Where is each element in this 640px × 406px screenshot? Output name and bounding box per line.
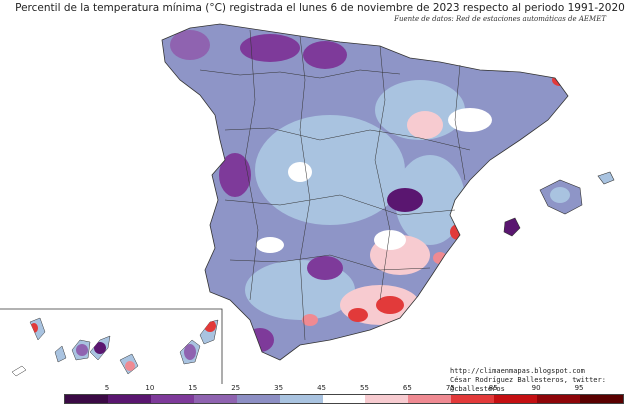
- purple-zone-andalusia: [307, 256, 343, 280]
- legend-swatch: [494, 395, 538, 403]
- legend-swatch: [193, 395, 237, 403]
- canary-islands: [11, 317, 219, 377]
- data-source-note: Fuente de datos: Red de estaciones autom…: [394, 15, 606, 23]
- legend-tick-label: 25: [231, 384, 241, 392]
- legend-tick-label: 75: [445, 384, 455, 392]
- light-blue-zone-centre: [255, 115, 405, 225]
- legend-swatch: [322, 395, 366, 403]
- purple-zone-cantabria: [240, 34, 300, 62]
- red-zone-almeria: [376, 296, 404, 314]
- region-boundaries: [161, 23, 569, 361]
- credit-url: http://climaenmapas.blogspot.com: [450, 367, 585, 375]
- legend-tick-label: 65: [402, 384, 412, 392]
- legend-tick-label: 15: [188, 384, 198, 392]
- credit-block: http://climaenmapas.blogspot.com César R…: [450, 367, 640, 394]
- purple-zone-galicia: [170, 30, 210, 60]
- legend-color-bar: [64, 394, 624, 404]
- ibiza-island: [503, 217, 521, 237]
- mallorca-light-zone: [550, 187, 570, 203]
- legend-swatch: [279, 395, 323, 403]
- legend-swatch: [150, 395, 194, 403]
- legend-tick-label: 85: [488, 384, 498, 392]
- legend-swatch: [236, 395, 280, 403]
- red-zone-granada: [348, 308, 368, 322]
- legend-swatch: [408, 395, 452, 403]
- legend-tick-label: 45: [317, 384, 326, 392]
- purple-zone-southwest: [246, 328, 274, 352]
- pink-zone-ebro: [407, 111, 443, 139]
- legend-tick-label: 35: [274, 384, 284, 392]
- purple-zone-west: [219, 153, 251, 197]
- menorca-island: [597, 171, 615, 185]
- legend-swatch: [365, 395, 409, 403]
- purple-zone-basque: [303, 41, 347, 69]
- legend-swatch: [65, 395, 108, 403]
- legend-tick-label: 5: [104, 384, 110, 392]
- legend-swatch: [537, 395, 581, 403]
- light-blue-zone-east: [395, 155, 465, 245]
- legend-swatch: [107, 395, 151, 403]
- white-zone-murcia: [374, 230, 406, 250]
- red-zone-catalonia: [552, 74, 568, 86]
- legend-tick-label: 10: [145, 384, 155, 392]
- legend-swatch: [451, 395, 495, 403]
- legend-tick-label: 95: [574, 384, 584, 392]
- purple-zone-mancha: [387, 188, 423, 212]
- white-zone-northeast: [448, 108, 492, 132]
- credit-author: César Rodríguez Ballesteros, twitter: @c…: [450, 376, 606, 393]
- red-zone-malaga: [302, 314, 318, 326]
- legend-tick-label: 90: [531, 384, 541, 392]
- legend-tick-label: 55: [359, 384, 369, 392]
- percentile-legend: 5 10 15 25 35 45 55 65 75 85 90 95: [60, 384, 630, 406]
- white-zone-centre: [288, 162, 312, 182]
- legend-swatch: [580, 395, 623, 403]
- map-title: Percentil de la temperatura mínima (°C) …: [15, 2, 625, 14]
- canary-inset-frame: [0, 308, 223, 384]
- white-zone-south: [256, 237, 284, 253]
